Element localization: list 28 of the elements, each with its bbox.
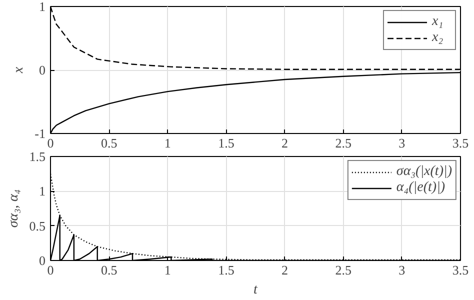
x-tick-label: 3 [398,136,406,150]
legend-label: x₂ [432,30,444,46]
legend-label: σα₃(|x(t)|) [396,164,452,180]
y-tick-label: 0.5 [29,218,46,234]
y-tick-label: 1.5 [29,149,46,164]
x-axis-title: t [254,282,259,298]
x-tick-label: 3.5 [452,136,469,150]
legend-label: x₁ [432,14,444,30]
x-tick-label: 2 [282,136,288,150]
y-tick-label: 0 [39,62,46,78]
legend-label: α₄(|e(t)|) [396,180,446,196]
x-tick-label: 2 [282,262,288,278]
x-tick-label: 0.5 [100,136,118,150]
x-tick-label: 1 [164,136,171,150]
x-tick-label: 3 [398,262,406,278]
y-axis-title: x [12,66,27,74]
y-tick-label: 1 [39,0,46,14]
x-tick-label: 1.5 [218,136,234,150]
x-tick-label: 1.5 [218,262,234,278]
y-tick-label: -1 [34,126,46,141]
x-tick-label: 3.5 [452,262,469,278]
x-tick-label: 2.5 [335,262,352,278]
x-tick-label: 1 [164,262,171,278]
y-tick-label: 0 [39,253,46,268]
y-axis-title: σα₃, α₄ [6,189,22,228]
y-tick-label: 1 [39,184,46,199]
x-tick-label: 0.5 [100,262,118,278]
x-tick-label: 2.5 [335,136,352,150]
